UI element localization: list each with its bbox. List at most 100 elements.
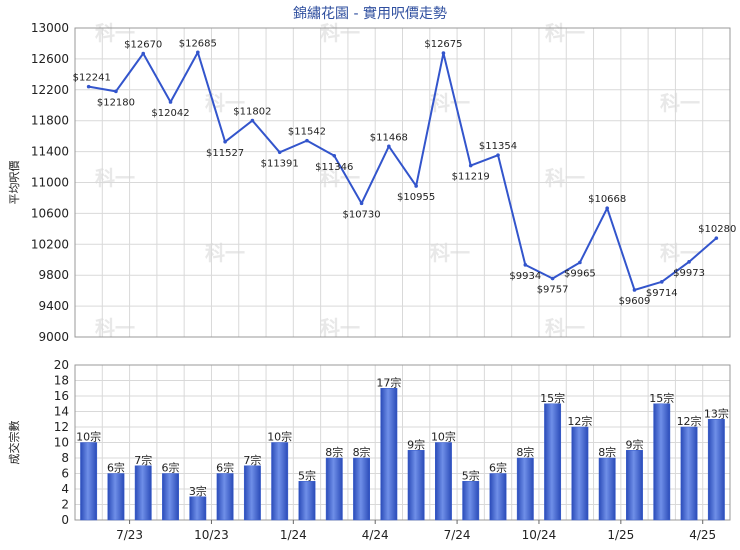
volume-data-label: 8宗 <box>598 445 616 459</box>
price-data-label: $10955 <box>397 192 435 203</box>
price-data-label: $11391 <box>261 158 299 169</box>
y-axis-title: 成交宗數 <box>7 421 21 465</box>
price-data-label: $12670 <box>124 39 162 50</box>
volume-data-label: 17宗 <box>376 375 401 389</box>
price-data-label: $9934 <box>509 271 541 282</box>
price-data-label: $11354 <box>479 141 517 152</box>
volume-bar <box>380 388 398 521</box>
volume-data-label: 8宗 <box>325 445 343 459</box>
price-data-label: $9757 <box>537 285 569 296</box>
price-point <box>578 260 582 265</box>
volume-bar <box>407 450 425 521</box>
price-point <box>523 263 528 267</box>
price-data-label: $12241 <box>73 73 111 84</box>
x-tick-label: 7/23 <box>116 528 143 542</box>
price-point <box>441 51 446 55</box>
watermark: 科一 <box>95 316 135 340</box>
volume-data-label: 7宗 <box>134 453 152 467</box>
volume-bar <box>353 457 370 521</box>
x-tick-label: 4/25 <box>689 528 716 542</box>
price-data-label: $10730 <box>342 209 380 220</box>
y-tick-label: 6 <box>61 467 69 481</box>
price-point <box>277 150 282 155</box>
volume-bar <box>653 403 671 521</box>
volume-bar <box>489 473 507 521</box>
volume-bar <box>598 457 616 521</box>
watermark: 科一 <box>320 316 360 340</box>
price-data-label: $9714 <box>646 288 678 299</box>
volume-data-label: 3宗 <box>189 484 207 498</box>
volume-bar <box>107 473 125 521</box>
price-data-label: $9609 <box>619 296 651 307</box>
volume-bar <box>626 450 643 521</box>
price-data-label: $12042 <box>151 108 189 119</box>
volume-bar <box>571 426 589 521</box>
price-point <box>250 118 255 123</box>
volume-bar <box>80 442 98 521</box>
price-series-line <box>88 51 718 291</box>
y-tick-label: 13000 <box>31 21 69 35</box>
y-tick-label: 12 <box>54 420 69 434</box>
volume-bar <box>298 481 316 521</box>
y-tick-label: 10 <box>54 436 69 450</box>
watermark: 科一 <box>95 166 135 190</box>
price-point <box>605 206 609 210</box>
price-point <box>196 50 200 55</box>
y-tick-label: 11400 <box>31 145 69 159</box>
volume-data-label: 10宗 <box>267 430 292 444</box>
price-data-label: $11346 <box>315 162 353 173</box>
volume-bar <box>707 419 725 521</box>
price-point <box>359 201 364 206</box>
price-data-label: $11219 <box>452 172 490 183</box>
price-point <box>86 84 91 89</box>
volume-data-label: 15宗 <box>540 391 565 405</box>
price-point <box>387 144 391 149</box>
x-tick-label: 10/24 <box>522 528 557 542</box>
watermark: 科一 <box>430 91 470 115</box>
price-point <box>550 276 555 281</box>
y-tick-label: 10600 <box>31 206 69 220</box>
price-data-label: $9965 <box>564 268 596 279</box>
y-tick-label: 11000 <box>31 176 69 190</box>
volume-bar <box>516 457 534 521</box>
volume-data-label: 9宗 <box>625 437 643 451</box>
price-data-label: $11527 <box>206 148 244 159</box>
volume-bar <box>271 442 289 521</box>
price-data-label: $11802 <box>233 107 271 118</box>
watermark: 科一 <box>545 166 585 190</box>
watermark: 科一 <box>320 166 360 190</box>
x-tick-label: 1/25 <box>607 528 634 542</box>
plot-frame <box>74 27 731 338</box>
volume-data-label: 6宗 <box>107 461 125 475</box>
x-tick-label: 4/24 <box>362 528 389 542</box>
y-tick-label: 9400 <box>38 299 69 313</box>
watermark: 科一 <box>660 91 700 115</box>
y-tick-label: 12600 <box>31 52 69 66</box>
volume-data-label: 8宗 <box>353 445 371 459</box>
price-point <box>305 138 309 143</box>
volume-data-label: 10宗 <box>76 430 101 444</box>
volume-data-label: 6宗 <box>162 461 180 475</box>
price-point <box>114 89 118 94</box>
y-tick-label: 14 <box>54 405 69 419</box>
volume-bar <box>162 473 179 521</box>
price-data-label: $10668 <box>588 194 626 205</box>
price-data-label: $9973 <box>673 268 705 279</box>
volume-data-label: 7宗 <box>243 453 261 467</box>
x-tick-label: 1/24 <box>280 528 307 542</box>
volume-data-label: 5宗 <box>298 468 316 482</box>
y-tick-label: 8 <box>61 451 69 465</box>
price-data-label: $12180 <box>97 97 135 108</box>
volume-bar <box>680 426 698 521</box>
volume-bar <box>189 496 207 521</box>
price-data-label: $11542 <box>288 127 326 138</box>
volume-data-label: 12宗 <box>567 414 592 428</box>
watermark: 科一 <box>320 21 360 45</box>
plot-frame <box>74 364 731 521</box>
watermark: 科一 <box>430 241 470 265</box>
y-tick-label: 10200 <box>31 237 69 251</box>
volume-data-label: 15宗 <box>649 391 674 405</box>
watermark: 科一 <box>660 241 700 265</box>
volume-data-label: 8宗 <box>516 445 534 459</box>
